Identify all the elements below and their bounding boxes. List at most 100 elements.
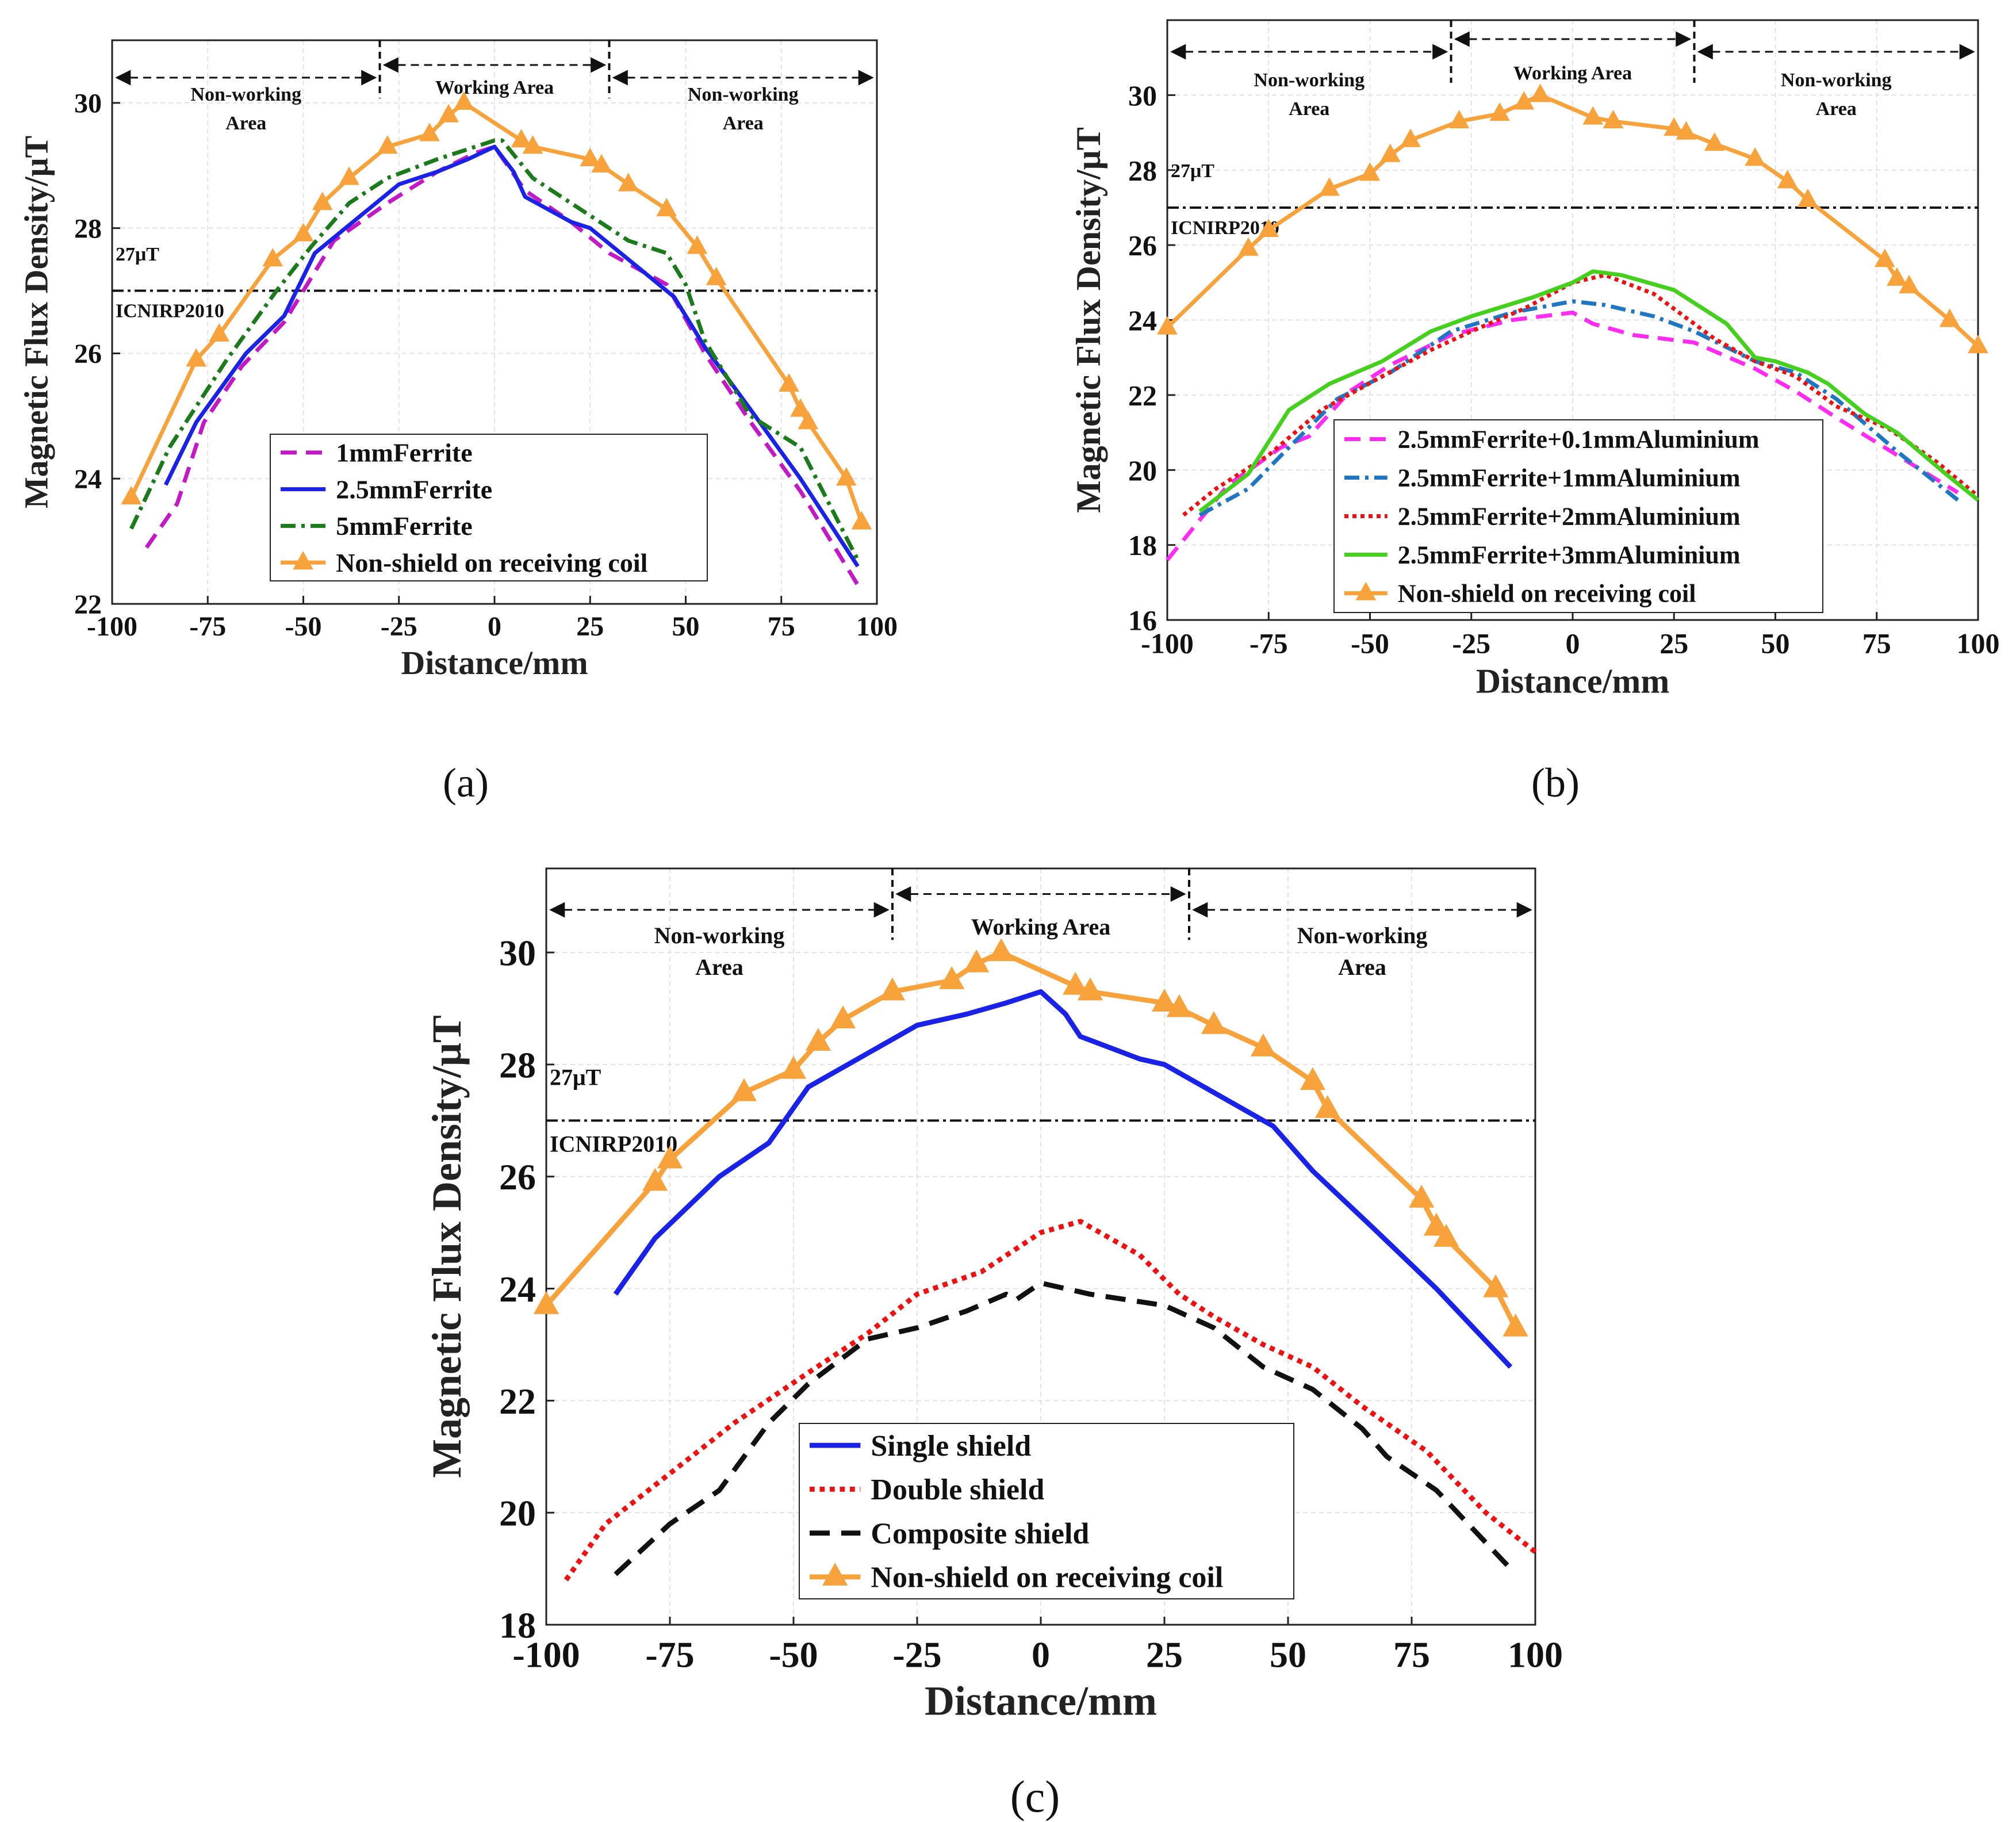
data-point-marker (642, 1168, 668, 1191)
series-line (129, 138, 860, 561)
series-line (1166, 311, 1959, 561)
y-tick-label: 24 (1128, 304, 1157, 336)
x-tick-label: 50 (1761, 627, 1790, 660)
y-axis-title: Magnetic Flux Density/μT (18, 136, 55, 508)
x-tick-label: 25 (1659, 627, 1688, 660)
series-3 (121, 91, 872, 530)
data-point-marker (1300, 1067, 1326, 1090)
y-tick-label: 22 (74, 590, 102, 620)
series-2 (614, 1280, 1513, 1576)
data-point-marker (1201, 1011, 1227, 1034)
data-point-marker (1797, 188, 1818, 208)
series-line (163, 144, 860, 568)
x-tick-label: -25 (1452, 627, 1490, 660)
chart-panel-c: -100 -75 -50 -25 0 25 50 75 100 18 20 22 24 26 28 30 Dis… (424, 867, 1563, 1821)
series-3 (533, 938, 1528, 1337)
legend-label: Non-shield on receiving coil (336, 548, 647, 577)
data-point-marker (1664, 117, 1685, 136)
series-line (1182, 273, 1980, 517)
data-point-marker (1704, 132, 1725, 151)
data-point-marker (1359, 162, 1381, 181)
legend-label: Non-shield on receiving coil (1398, 579, 1696, 607)
data-point-marker (618, 173, 639, 192)
data-point-marker (1603, 110, 1624, 129)
x-tick-label: 75 (1393, 1635, 1430, 1675)
data-point-marker (1899, 274, 1919, 293)
y-axis-title: Magnetic Flux Density/μT (424, 1015, 470, 1478)
panel-label: (c) (1010, 1771, 1060, 1821)
data-point-marker (1151, 989, 1178, 1012)
area-label: Non-working (190, 84, 301, 105)
legend: 1mmFerrite 2.5mmFerrite 5mmFerrite Non-shie… (270, 434, 708, 581)
data-point-marker (687, 235, 708, 254)
x-tick-label: 100 (1957, 627, 2000, 660)
area-label: Non-working (654, 923, 785, 948)
series-0 (1166, 311, 1959, 561)
area-label: Area (225, 113, 266, 134)
data-point-marker (580, 147, 601, 167)
x-tick-label: 25 (1146, 1635, 1183, 1675)
series-line (1198, 269, 1980, 513)
data-point-marker (798, 411, 819, 430)
legend-label: 2.5mmFerrite+3mmAluminium (1398, 541, 1741, 569)
series-line (144, 144, 860, 587)
x-tick-label: 0 (1032, 1635, 1050, 1675)
area-label: Working Area (971, 914, 1111, 940)
panel-label: (a) (443, 760, 489, 806)
data-point-marker (1483, 1274, 1509, 1297)
data-point-marker (1238, 237, 1259, 256)
area-annotations: Non-working Area Working Area Non-working Ar… (1170, 20, 1975, 120)
legend-box (799, 1423, 1294, 1599)
x-tick-label: -25 (381, 611, 417, 642)
legend-marker (822, 1563, 848, 1586)
x-tick-label: -100 (87, 611, 137, 642)
data-point-marker (1875, 248, 1895, 267)
series-line (544, 950, 1518, 1329)
series-line (564, 1219, 1537, 1582)
x-tick-label: 75 (1862, 627, 1891, 660)
x-tick-label: -100 (1141, 627, 1194, 660)
y-tick-label: 26 (1128, 229, 1157, 262)
threshold-source-label: ICNIRP2010 (116, 300, 224, 321)
series-0 (144, 144, 860, 587)
data-point-marker (835, 467, 857, 486)
area-label: Area (1289, 98, 1329, 120)
x-tick-label: 50 (672, 611, 700, 642)
data-point-marker (1745, 147, 1766, 166)
data-point-marker (1887, 267, 1907, 286)
data-point-marker (1157, 316, 1178, 335)
y-tick-label: 26 (74, 339, 102, 369)
data-point-marker (656, 197, 677, 217)
data-point-marker (988, 938, 1014, 962)
x-tick-label: -25 (892, 1635, 941, 1675)
legend-label: 2.5mmFerrite+0.1mmAluminium (1398, 425, 1760, 453)
data-point-marker (1530, 83, 1551, 102)
data-point-marker (339, 166, 360, 185)
area-label: Area (695, 954, 743, 980)
data-point-marker (419, 123, 440, 141)
x-tick-label: 100 (1508, 1635, 1563, 1675)
y-tick-label: 30 (74, 89, 102, 119)
threshold-value-label: 27μT (550, 1064, 601, 1090)
data-point-marker (706, 266, 727, 285)
area-label: Area (723, 113, 764, 134)
x-tick-label: -75 (645, 1635, 694, 1675)
series-line (1198, 299, 1959, 517)
series-3 (1198, 269, 1980, 513)
data-point-marker (438, 104, 459, 123)
data-point-marker (1489, 102, 1510, 121)
data-point-marker (377, 135, 398, 154)
series-1 (564, 1219, 1537, 1582)
data-point-marker (1423, 1212, 1450, 1236)
x-tick-label: 0 (488, 611, 501, 642)
data-point-marker (262, 248, 283, 267)
legend-label: 2.5mmFerrite+1mmAluminium (1398, 464, 1741, 492)
legend-marker (1355, 581, 1377, 600)
data-point-marker (830, 1005, 856, 1029)
legend-box (270, 434, 708, 581)
data-point-marker (1513, 91, 1535, 110)
y-tick-label: 30 (499, 933, 536, 974)
x-axis-title: Distance/mm (925, 1678, 1157, 1724)
data-point-marker (851, 511, 872, 530)
data-point-marker (1063, 971, 1089, 995)
